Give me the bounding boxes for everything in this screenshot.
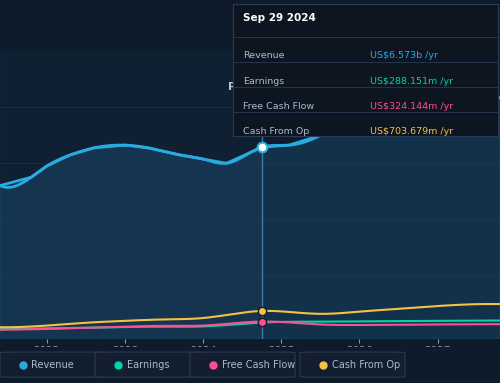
Text: Earnings: Earnings [243, 77, 284, 85]
Text: Past: Past [228, 82, 256, 92]
Text: Cash From Op: Cash From Op [332, 360, 400, 370]
Text: US$6.573b /yr: US$6.573b /yr [370, 51, 438, 61]
Text: US$703.679m /yr: US$703.679m /yr [370, 127, 454, 136]
FancyBboxPatch shape [95, 352, 200, 377]
Text: Revenue: Revenue [32, 360, 74, 370]
Text: Free Cash Flow: Free Cash Flow [243, 101, 314, 111]
FancyBboxPatch shape [0, 352, 105, 377]
FancyBboxPatch shape [190, 352, 295, 377]
Text: US$288.151m /yr: US$288.151m /yr [370, 77, 454, 85]
Bar [0, 52, 262, 339]
Text: Cash From Op: Cash From Op [243, 127, 310, 136]
Text: Free Cash Flow: Free Cash Flow [222, 360, 295, 370]
Text: Revenue: Revenue [243, 51, 284, 61]
Text: Analysts Forecasts: Analysts Forecasts [274, 82, 377, 92]
Text: Earnings: Earnings [126, 360, 169, 370]
Text: Sep 29 2024: Sep 29 2024 [243, 13, 316, 23]
Text: US$324.144m /yr: US$324.144m /yr [370, 101, 454, 111]
FancyBboxPatch shape [300, 352, 405, 377]
